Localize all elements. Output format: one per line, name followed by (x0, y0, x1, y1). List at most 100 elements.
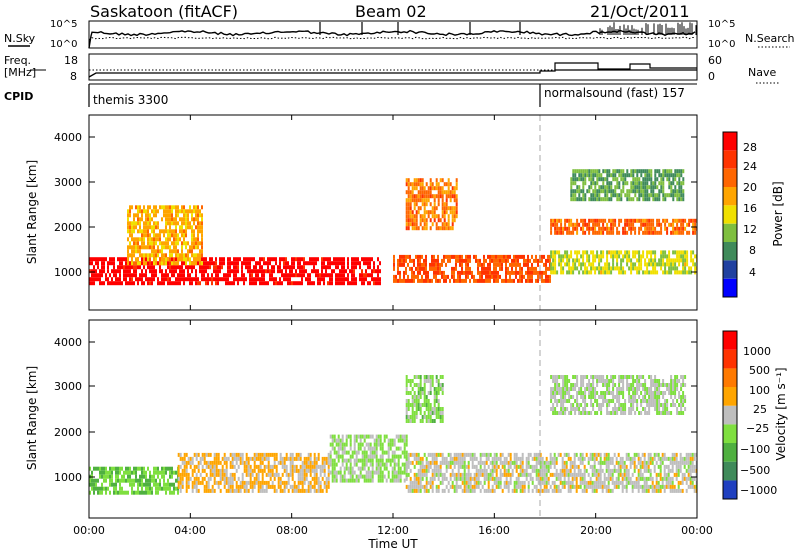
heatmap-cell (285, 269, 287, 274)
heatmap-cell (653, 464, 656, 469)
heatmap-cell (419, 456, 422, 461)
heatmap-cell (185, 476, 188, 481)
heatmap-cell (433, 262, 435, 267)
heatmap-cell (203, 269, 205, 274)
heatmap-cell (305, 464, 308, 469)
heatmap-cell (672, 189, 675, 194)
heatmap-cell (395, 454, 398, 459)
heatmap-cell (331, 434, 334, 439)
heatmap-cell (678, 262, 681, 267)
heatmap-cell (207, 265, 209, 270)
heatmap-cell (595, 468, 598, 473)
heatmap-cell (195, 205, 197, 210)
heatmap-cell (589, 464, 592, 469)
heatmap-cell (511, 468, 514, 473)
heatmap-cell (649, 468, 652, 473)
heatmap-cell (223, 277, 225, 282)
heatmap-cell (676, 270, 679, 275)
heatmap-cell (263, 281, 265, 286)
heatmap-cell (439, 194, 442, 199)
heatmap-cell (610, 230, 613, 235)
heatmap-cell (633, 456, 636, 461)
heatmap-cell (251, 488, 254, 493)
heatmap-cell (643, 452, 646, 457)
heatmap-cell (449, 452, 452, 457)
heatmap-cell (640, 181, 643, 186)
heatmap-cell (397, 470, 400, 475)
heatmap-cell (419, 411, 422, 415)
heatmap-cell (678, 270, 681, 275)
heatmap-cell (638, 270, 641, 275)
heatmap-cell (265, 452, 268, 457)
heatmap-cell (93, 265, 95, 270)
heatmap-cell (673, 484, 676, 489)
heatmap-cell (405, 214, 408, 219)
heatmap-cell (682, 218, 685, 223)
freq-left-label-2: [MHz] (4, 66, 36, 79)
heatmap-cell (535, 464, 538, 469)
heatmap-cell (163, 209, 165, 214)
heatmap-cell (461, 254, 463, 259)
heatmap-cell (197, 476, 200, 481)
heatmap-cell (578, 185, 581, 190)
heatmap-cell (475, 484, 478, 489)
heatmap-cell (550, 270, 553, 275)
heatmap-cell (431, 222, 434, 227)
heatmap-cell (607, 480, 610, 485)
heatmap-cell (577, 472, 580, 477)
heatmap-cell (591, 472, 594, 477)
heatmap-cell (523, 262, 525, 267)
heatmap-cell (676, 197, 679, 202)
heatmap-cell (91, 470, 93, 475)
heatmap-cell (423, 186, 426, 191)
heatmap-cell (135, 269, 137, 274)
heatmap-cell (673, 460, 676, 465)
heatmap-cell (457, 472, 460, 477)
heatmap-cell (663, 488, 666, 493)
heatmap-cell (437, 202, 440, 207)
heatmap-cell (646, 254, 649, 259)
heatmap-cell (393, 454, 396, 459)
heatmap-cell (662, 181, 665, 186)
heatmap-cell (638, 169, 641, 174)
heatmap-cell (393, 258, 395, 263)
heatmap-cell (680, 270, 683, 275)
heatmap-cell (461, 476, 464, 481)
heatmap-cell (608, 218, 611, 223)
heatmap-cell (556, 230, 559, 235)
heatmap-cell (127, 281, 129, 286)
heatmap-cell (241, 480, 244, 485)
heatmap-cell (173, 205, 175, 210)
heatmap-cell (574, 193, 577, 198)
heatmap-cell (545, 258, 547, 263)
heatmap-cell (263, 480, 266, 485)
heatmap-cell (397, 266, 399, 271)
heatmap-cell (149, 281, 151, 286)
heatmap-cell (195, 476, 198, 481)
heatmap-cell (535, 460, 538, 465)
heatmap-cell (612, 226, 615, 231)
heatmap-cell (191, 213, 193, 218)
heatmap-cell (299, 281, 301, 286)
heatmap-cell (586, 270, 589, 275)
heatmap-cell (125, 273, 127, 278)
heatmap-cell (565, 468, 568, 473)
heatmap-cell (179, 229, 181, 234)
heatmap-cell (179, 464, 182, 469)
heatmap-cell (215, 269, 217, 274)
heatmap-cell (407, 484, 410, 489)
heatmap-cell (517, 258, 519, 263)
freq-right-label: Nave (748, 66, 776, 79)
heatmap-cell (245, 460, 248, 465)
heatmap-cell (127, 253, 129, 258)
heatmap-cell (503, 480, 506, 485)
heatmap-cell (161, 466, 163, 471)
heatmap-cell (127, 237, 129, 242)
heatmap-cell (692, 226, 695, 231)
heatmap-cell (329, 261, 331, 266)
heatmap-cell (341, 273, 343, 278)
heatmap-cell (153, 277, 155, 282)
heatmap-cell (568, 222, 571, 227)
heatmap-cell (341, 446, 344, 451)
heatmap-cell (359, 261, 361, 266)
